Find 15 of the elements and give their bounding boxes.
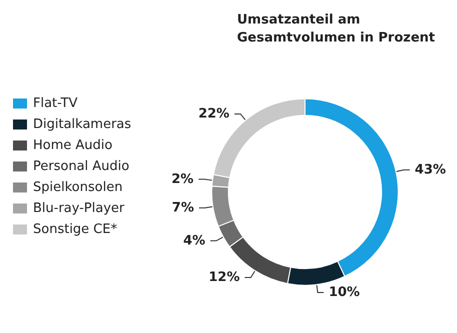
data-label: 10% (328, 284, 360, 300)
data-label: 4% (183, 233, 206, 248)
legend-label: Digitalkameras (33, 117, 132, 132)
chart-title: Umsatzanteil am Gesamtvolumen in Prozent (237, 12, 435, 46)
data-label: 12% (208, 270, 240, 285)
data-label: 22% (198, 106, 230, 122)
legend-label: Sonstige CE* (33, 222, 118, 237)
legend-label: Flat-TV (33, 96, 78, 111)
legend-label: Blu-ray-Player (33, 201, 126, 216)
data-label: 7% (172, 200, 194, 216)
legend-label: Home Audio (33, 138, 113, 153)
data-label: 43% (414, 162, 446, 178)
data-label: 2% (171, 172, 194, 187)
legend-label: Spielkonsolen (33, 180, 123, 195)
legend-label: Personal Audio (33, 159, 130, 174)
